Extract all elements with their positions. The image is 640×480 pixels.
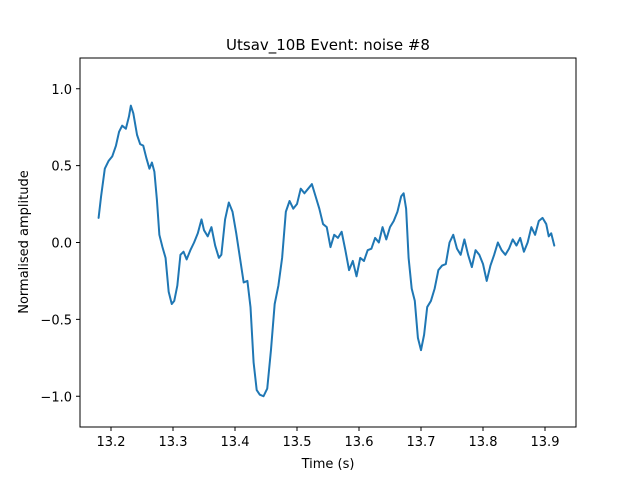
- x-tick-label: 13.9: [531, 435, 560, 450]
- y-tick-label: 0.0: [51, 237, 72, 252]
- x-tick-label: 13.7: [407, 435, 436, 450]
- series-line: [97, 104, 556, 398]
- x-tick-label: 13.5: [283, 435, 312, 450]
- y-axis: 1.0 0.5 0.0 −0.5 −1.0: [40, 83, 80, 405]
- x-axis-label: Time (s): [301, 457, 355, 472]
- x-tick-label: 13.8: [469, 435, 498, 450]
- y-tick-label: 0.5: [51, 160, 72, 175]
- x-axis: 13.2 13.3 13.4 13.5 13.6 13.7 13.8 13.9: [97, 427, 560, 450]
- chart-title: Utsav_10B Event: noise #8: [226, 36, 430, 55]
- x-tick-label: 13.6: [345, 435, 374, 450]
- x-tick-label: 13.4: [221, 435, 250, 450]
- x-tick-label: 13.2: [97, 435, 126, 450]
- x-tick-label: 13.3: [159, 435, 188, 450]
- y-tick-label: 1.0: [51, 83, 72, 98]
- y-tick-label: −1.0: [40, 390, 72, 405]
- y-axis-label: Normalised amplitude: [17, 170, 32, 314]
- plot-area: [97, 104, 556, 398]
- y-tick-label: −0.5: [40, 313, 72, 328]
